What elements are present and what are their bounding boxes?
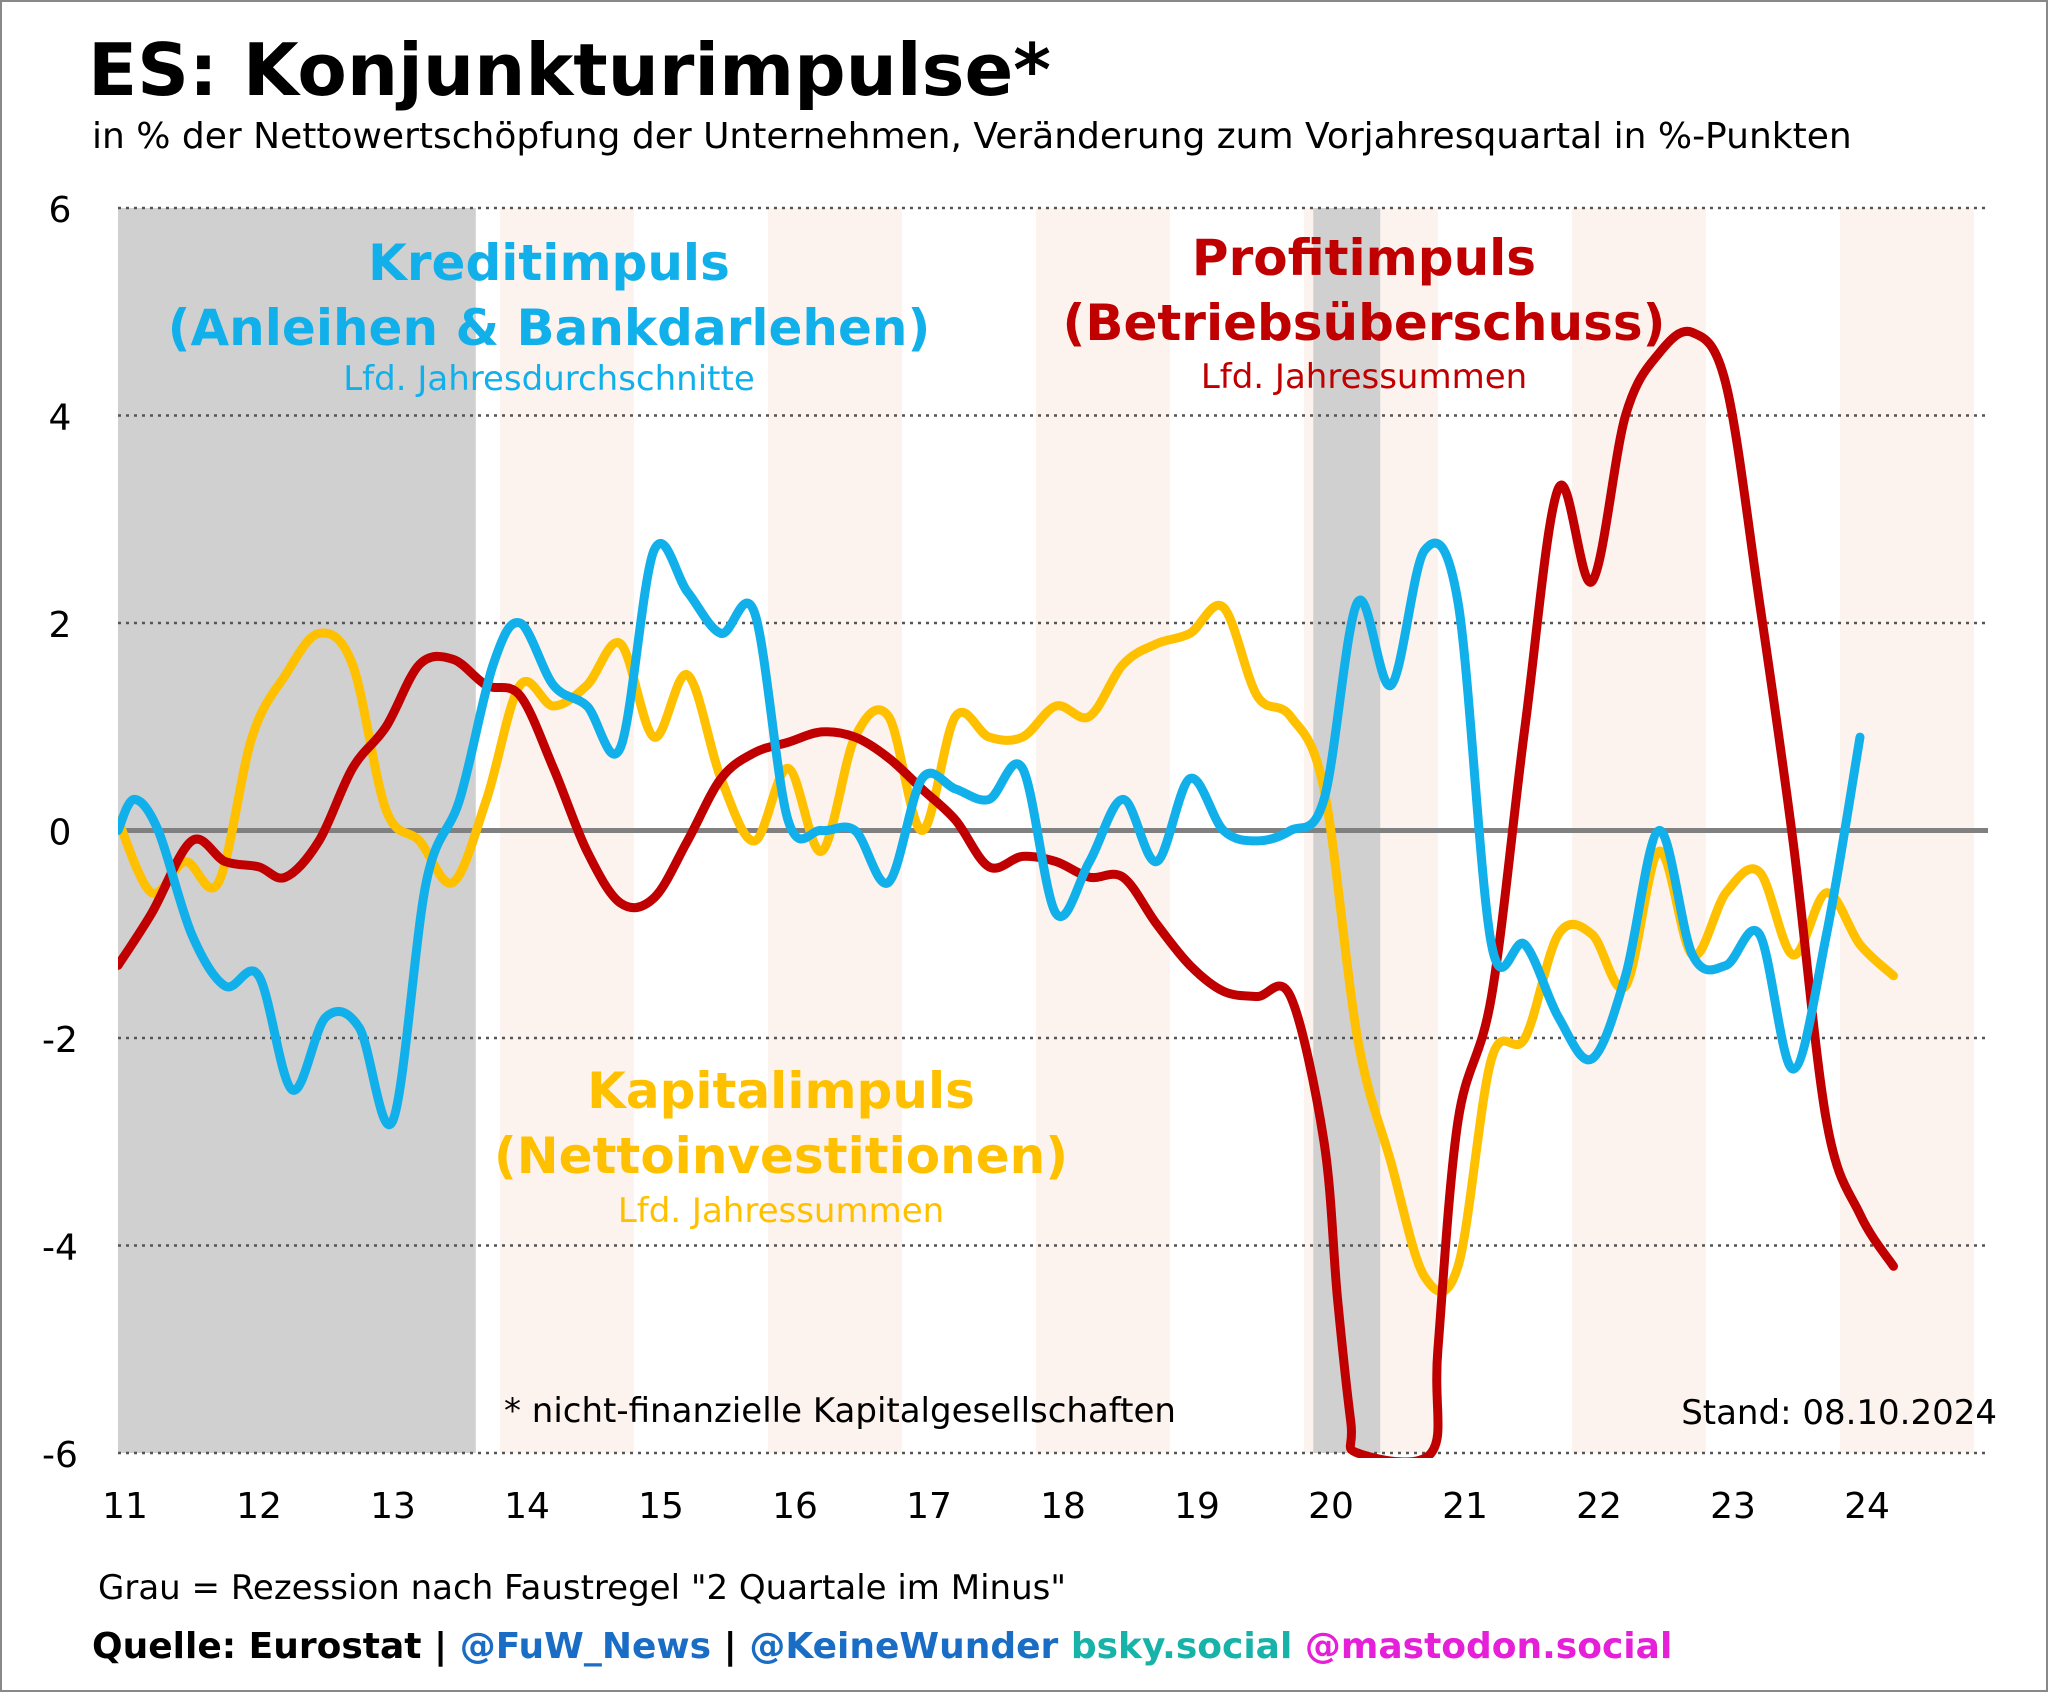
page-title: ES: Konjunkturimpulse* [88, 28, 1051, 112]
series-label-capital-title: Kapitalimpuls [587, 1062, 975, 1120]
series-label-credit-note: Lfd. Jahresdurchschnitte [343, 359, 755, 399]
series-line-profit [118, 326, 1898, 1458]
series-label-capital-detail: (Nettoinvestitionen) [494, 1127, 1068, 1185]
keinewunder-handle-link[interactable]: @KeineWunder [749, 1626, 1059, 1667]
x-tick-label: 19 [1174, 1486, 1220, 1527]
x-tick-label: 23 [1710, 1486, 1756, 1527]
y-tick-label: -6 [42, 1435, 78, 1476]
x-tick-label: 24 [1844, 1486, 1890, 1527]
stand-date: Stand: 08.10.2024 [1681, 1393, 1997, 1433]
y-tick-label: 0 [49, 813, 72, 854]
source-label: Quelle: Eurostat | [92, 1626, 460, 1667]
series-label-profit-title: Profitimpuls [1192, 229, 1536, 287]
mastodon-link[interactable]: @mastodon.social [1292, 1626, 1673, 1667]
x-tick-label: 14 [504, 1486, 550, 1527]
series-label-profit-note: Lfd. Jahressummen [1201, 357, 1527, 397]
fuw-handle-link[interactable]: @FuW_News [459, 1626, 712, 1667]
x-tick-label: 22 [1576, 1486, 1622, 1527]
series-line-capital [118, 600, 1898, 1296]
y-tick-label: 6 [49, 190, 72, 231]
x-tick-label: 13 [370, 1486, 416, 1527]
series-label-profit-detail: (Betriebsüberschuss) [1063, 294, 1666, 352]
series-line-credit [118, 538, 1865, 1129]
y-tick-label: 2 [49, 605, 72, 646]
y-tick-label: -2 [42, 1020, 78, 1061]
source-line: Quelle: Eurostat | @FuW_News | @KeineWun… [92, 1626, 1672, 1667]
page-subtitle: in % der Nettowertschöpfung der Unterneh… [92, 116, 1852, 157]
source-separator: | [711, 1626, 750, 1667]
bsky-link[interactable]: bsky.social [1058, 1626, 1293, 1667]
footnote-annotation: * nicht-finanzielle Kapitalgesellschafte… [504, 1391, 1176, 1431]
series-label-credit-detail: (Anleihen & Bankdarlehen) [168, 299, 931, 357]
x-tick-label: 18 [1040, 1486, 1086, 1527]
series-label-capital-note: Lfd. Jahressummen [618, 1191, 944, 1231]
x-tick-label: 11 [102, 1486, 148, 1527]
x-tick-label: 20 [1308, 1486, 1354, 1527]
x-tick-label: 17 [906, 1486, 952, 1527]
recession-note: Grau = Rezession nach Faustregel "2 Quar… [98, 1568, 1066, 1608]
x-tick-label: 21 [1442, 1486, 1488, 1527]
x-tick-label: 16 [772, 1486, 818, 1527]
x-tick-label: 15 [638, 1486, 684, 1527]
y-tick-label: -4 [42, 1228, 78, 1269]
series-label-credit-title: Kreditimpuls [368, 234, 730, 292]
x-tick-label: 12 [236, 1486, 282, 1527]
y-tick-label: 4 [49, 398, 72, 439]
